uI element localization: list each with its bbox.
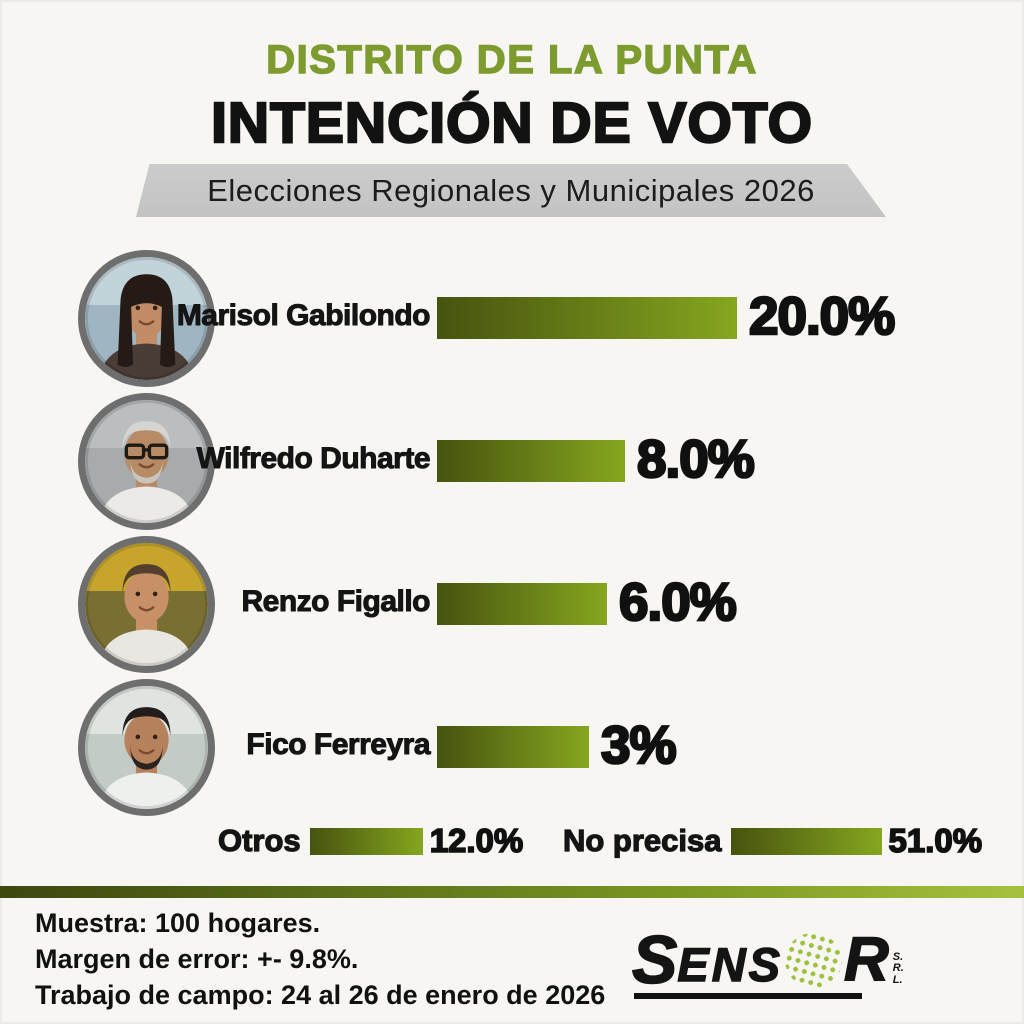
candidate-photo	[78, 393, 215, 530]
candidate-photo	[78, 536, 215, 673]
sensor-logo: S ENS R S. R. L.	[631, 922, 1012, 998]
logo-dotted-o-icon	[778, 926, 849, 994]
vote-bar	[437, 297, 737, 339]
candidate-name: Marisol Gabilondo	[176, 299, 431, 333]
candidate-name: Fico Ferreyra	[246, 728, 431, 762]
logo-underline	[634, 993, 862, 999]
logo-srl-letter: S.	[892, 950, 904, 963]
other-label: No precisa	[562, 822, 722, 858]
footer-divider	[0, 886, 1024, 898]
logo-letters-ens: ENS	[677, 937, 783, 991]
other-group: No precisa 51.0%	[562, 818, 983, 864]
percent-label: 8.0%	[636, 429, 756, 491]
candidate-name: Renzo Figallo	[241, 585, 431, 619]
percent-label-small: 51.0%	[888, 821, 983, 860]
margin-of-error-text: Margen de error: +- 9.8%.	[35, 944, 359, 974]
vote-bar	[437, 583, 607, 625]
election-banner-label: Elecciones Regionales y Municipales 2026	[207, 172, 815, 208]
other-label: Otros	[217, 822, 301, 858]
logo-letter-s: S	[631, 922, 678, 998]
district-title: DISTRITO DE LA PUNTA	[266, 37, 758, 82]
percent-label: 3%	[600, 715, 678, 777]
vote-bar-small	[730, 827, 882, 855]
percent-label-small: 12.0%	[429, 821, 524, 860]
page-title: INTENCIÓN DE VOTO	[210, 90, 813, 156]
logo-srl-letter: R.	[892, 962, 904, 975]
election-banner: Elecciones Regionales y Municipales 2026	[136, 164, 886, 217]
other-group: Otros 12.0%	[217, 818, 524, 864]
vote-bar-small	[309, 827, 423, 855]
percent-label: 20.0%	[748, 286, 897, 348]
logo-letter-r: R	[843, 925, 889, 994]
vote-bar	[437, 440, 625, 482]
fieldwork-dates-text: Trabajo de campo: 24 al 26 de enero de 2…	[35, 980, 606, 1010]
candidate-photo	[78, 679, 215, 816]
candidate-photo	[78, 250, 215, 387]
sample-size-text: Muestra: 100 hogares.	[35, 908, 321, 938]
logo-srl-suffix: S. R. L.	[892, 950, 904, 987]
vote-bar	[437, 726, 589, 768]
candidate-name: Wilfredo Duharte	[196, 442, 431, 476]
logo-srl-letter: L.	[892, 973, 903, 986]
percent-label: 6.0%	[618, 572, 738, 634]
